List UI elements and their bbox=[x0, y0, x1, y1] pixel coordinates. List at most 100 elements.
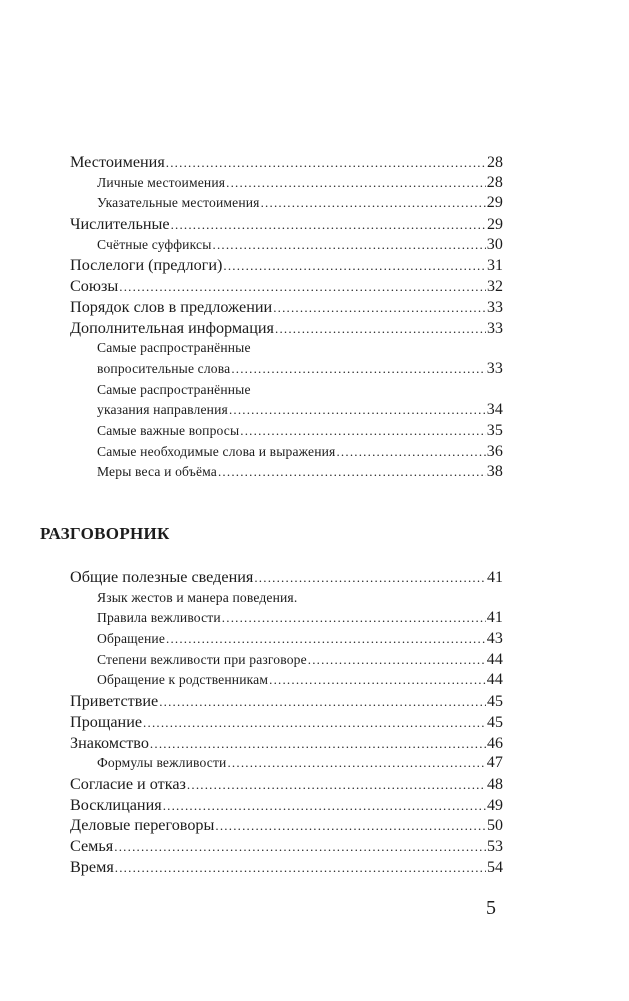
dot-leader bbox=[166, 629, 486, 650]
entry-page: 35 bbox=[486, 421, 503, 439]
entry-title: Указательные местоимения bbox=[97, 195, 260, 211]
entry-page: 45 bbox=[487, 713, 503, 731]
toc-entry-line1: Самые распространённые bbox=[70, 338, 503, 359]
toc-entry: Обращение к родственникам 44 bbox=[70, 670, 503, 691]
dot-leader bbox=[213, 235, 486, 256]
entry-title: Числительные bbox=[70, 215, 170, 234]
dot-leader bbox=[171, 215, 486, 235]
toc-entry: Порядок слов в предложении 33 bbox=[70, 297, 503, 318]
dot-leader bbox=[231, 359, 485, 380]
dot-leader bbox=[229, 400, 486, 421]
entry-title: Дополнительная информация bbox=[70, 318, 274, 337]
entry-page: 34 bbox=[486, 401, 503, 419]
entry-title: Самые важные вопросы bbox=[97, 422, 240, 438]
entry-page: 41 bbox=[486, 609, 503, 627]
section-heading: РАЗГОВОРНИК bbox=[40, 524, 170, 543]
toc-entry: Послелоги (предлоги) 31 bbox=[70, 255, 503, 276]
toc-section-phrasebook: Общие полезные сведения 41 Язык жестов и … bbox=[70, 567, 503, 877]
dot-leader bbox=[261, 193, 486, 214]
dot-leader bbox=[240, 421, 485, 442]
toc-entry: Счётные суффиксы 30 bbox=[70, 235, 503, 256]
entry-page: 53 bbox=[487, 837, 503, 855]
toc-entry: Деловые переговоры 50 bbox=[70, 815, 503, 836]
toc-entry: Правила вежливости 41 bbox=[70, 608, 503, 629]
entry-title: вопросительные слова bbox=[97, 360, 231, 376]
entry-title: Порядок слов в предложении bbox=[70, 297, 273, 316]
dot-leader bbox=[226, 173, 486, 194]
entry-title: Деловые переговоры bbox=[70, 816, 215, 835]
toc-entry: Общие полезные сведения 41 bbox=[70, 567, 503, 588]
entry-page: 36 bbox=[486, 442, 503, 460]
toc-entry: Указательные местоимения 29 bbox=[70, 193, 503, 214]
dot-leader bbox=[163, 796, 486, 816]
toc-entry: Согласие и отказ 48 bbox=[70, 774, 503, 795]
dot-leader bbox=[114, 837, 486, 857]
entry-page: 49 bbox=[487, 796, 503, 814]
dot-leader bbox=[254, 568, 486, 588]
entry-title: Семья bbox=[70, 836, 114, 855]
entry-title: Формулы вежливости bbox=[97, 755, 227, 771]
entry-title: Самые необходимые слова и выражения bbox=[97, 443, 336, 459]
entry-title-line1: Самые распространённые bbox=[97, 381, 251, 397]
toc-entry: Самые необходимые слова и выражения 36 bbox=[70, 442, 503, 463]
entry-title: Обращение bbox=[97, 631, 165, 647]
toc-entry: Приветствие 45 bbox=[70, 691, 503, 712]
dot-leader bbox=[336, 442, 485, 463]
dot-leader bbox=[218, 462, 486, 483]
page-number: 5 bbox=[486, 897, 496, 919]
toc-entry: Местоимения 28 bbox=[70, 152, 503, 173]
entry-title: Союзы bbox=[70, 277, 119, 296]
entry-title: Обращение к родственникам bbox=[97, 672, 269, 688]
entry-title: Послелоги (предлоги) bbox=[70, 256, 223, 275]
toc-entry: Знакомство 46 bbox=[70, 733, 503, 754]
toc-entry: Дополнительная информация 33 bbox=[70, 318, 503, 339]
dot-leader bbox=[273, 298, 486, 318]
entry-title-line1: Самые распространённые bbox=[97, 340, 251, 356]
toc-entry-line1: Самые распространённые bbox=[70, 380, 503, 401]
entry-page: 28 bbox=[487, 154, 503, 171]
entry-page: 47 bbox=[486, 754, 503, 772]
entry-page: 30 bbox=[486, 235, 503, 253]
entry-title: Меры веса и объёма bbox=[97, 464, 217, 480]
toc-entry: указания направления 34 bbox=[70, 400, 503, 421]
dot-leader bbox=[159, 692, 486, 712]
entry-page: 43 bbox=[486, 630, 503, 648]
toc-entry-line1: Язык жестов и манера поведения. bbox=[70, 588, 503, 609]
toc-entry: Формулы вежливости 47 bbox=[70, 753, 503, 774]
dot-leader bbox=[223, 256, 486, 276]
entry-title: Степени вежливости при разговоре bbox=[97, 651, 307, 667]
entry-title: Приветствие bbox=[70, 692, 159, 711]
entry-page: 33 bbox=[487, 319, 503, 337]
dot-leader bbox=[143, 713, 486, 733]
entry-title: Правила вежливости bbox=[97, 610, 221, 626]
entry-title: Местоимения bbox=[70, 153, 165, 171]
entry-title: Личные местоимения bbox=[97, 174, 226, 190]
toc-entry: Числительные 29 bbox=[70, 214, 503, 235]
entry-title: Согласие и отказ bbox=[70, 774, 186, 793]
entry-title: Восклицания bbox=[70, 795, 162, 814]
entry-page: 33 bbox=[486, 359, 503, 377]
dot-leader bbox=[187, 775, 486, 795]
entry-page: 50 bbox=[487, 817, 503, 835]
entry-title: Прощание bbox=[70, 712, 143, 731]
dot-leader bbox=[115, 858, 486, 878]
toc-entry: Союзы 32 bbox=[70, 276, 503, 297]
entry-page: 48 bbox=[487, 775, 503, 793]
entry-page: 44 bbox=[486, 671, 503, 689]
toc-entry: Степени вежливости при разговоре 44 bbox=[70, 650, 503, 671]
toc-entry: вопросительные слова 33 bbox=[70, 359, 503, 380]
toc-entry: Самые важные вопросы 35 bbox=[70, 421, 503, 442]
entry-page: 38 bbox=[486, 463, 503, 481]
dot-leader bbox=[119, 277, 486, 297]
entry-page: 29 bbox=[486, 194, 503, 212]
entry-title: Время bbox=[70, 857, 114, 876]
entry-title: Общие полезные сведения bbox=[70, 568, 254, 586]
toc-entry: Меры веса и объёма 38 bbox=[70, 462, 503, 483]
toc-entry: Личные местоимения 28 bbox=[70, 173, 503, 194]
entry-title: указания направления bbox=[97, 402, 228, 418]
entry-page: 31 bbox=[487, 257, 503, 275]
entry-title: Счётные суффиксы bbox=[97, 236, 212, 252]
entry-title-line1: Язык жестов и манера поведения. bbox=[97, 589, 298, 605]
dot-leader bbox=[308, 650, 486, 671]
entry-page: 29 bbox=[487, 216, 503, 234]
